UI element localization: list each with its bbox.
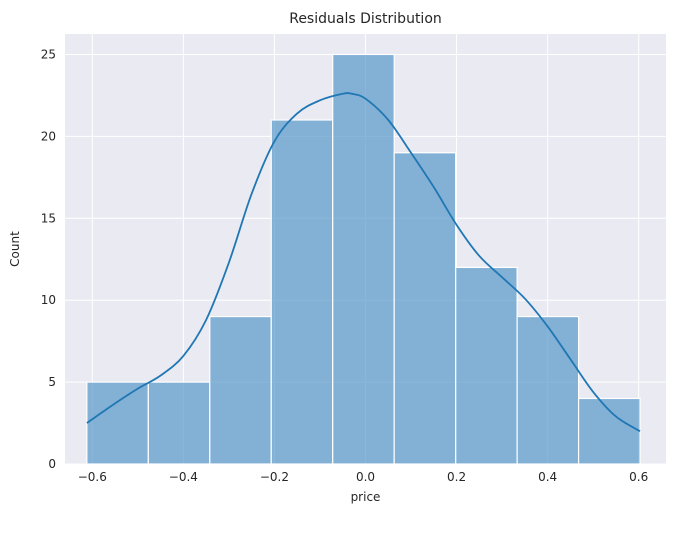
x-tick-labels: −0.6 −0.4 −0.2 0.0 0.2 0.4 0.6 [78,470,648,484]
y-tick-label: 10 [41,293,56,307]
x-tick-label: −0.2 [260,470,289,484]
y-tick-label: 0 [48,457,56,471]
histogram-bar [147,381,211,465]
y-tick-labels: 0 5 10 15 20 25 [41,47,56,471]
histogram-bar [332,53,395,465]
histogram-bar [516,315,580,465]
kde-curve [86,92,641,433]
x-tick-label: 0.0 [356,470,375,484]
y-tick-label: 5 [48,375,56,389]
histogram-bar [577,397,641,465]
x-tick-label: −0.6 [78,470,107,484]
x-tick-label: 0.6 [629,470,648,484]
y-axis-label: Count [8,231,22,267]
histogram-bar [209,315,272,465]
histogram-bar [393,152,457,465]
x-tick-label: 0.2 [447,470,466,484]
x-tick-label: 0.4 [538,470,557,484]
x-tick-label: −0.4 [169,470,198,484]
y-tick-label: 15 [41,211,56,225]
y-tick-label: 20 [41,129,56,143]
histogram-bars [86,53,641,465]
histogram-bar [270,119,334,465]
histogram-bar [86,381,149,465]
chart-title: Residuals Distribution [289,11,442,27]
y-tick-label: 25 [41,47,56,61]
x-axis-label: price [351,490,381,504]
histogram-bar [455,266,518,465]
